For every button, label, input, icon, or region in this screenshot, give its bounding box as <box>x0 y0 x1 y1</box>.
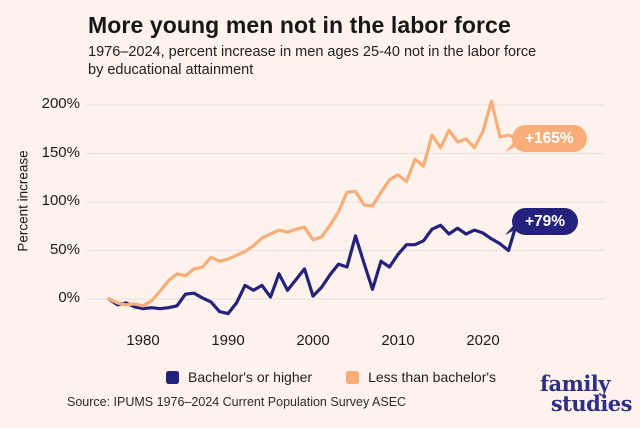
chart-title: More young men not in the labor force <box>88 12 511 38</box>
y-tick-label: 150% <box>41 143 80 161</box>
y-tick-label: 50% <box>49 240 80 258</box>
chart-subtitle: 1976–2024, percent increase in men ages … <box>88 43 536 79</box>
series-line-less-than-bachelor-s <box>107 99 519 308</box>
series-line-bachelor-s-or-higher <box>107 220 519 316</box>
family-studies-logo: family studies <box>539 371 633 416</box>
y-tick-label: 0% <box>58 289 80 306</box>
y-tick-label: 200% <box>41 95 80 112</box>
y-tick-label: 100% <box>41 192 80 209</box>
legend-label-less-than-bachelors: Less than bachelor's <box>368 369 497 385</box>
logo-word-studies: studies <box>550 390 633 416</box>
less-than-bachelors-value-label: +165% <box>512 125 587 152</box>
x-tick-label: 1980 <box>126 332 160 349</box>
legend: Bachelor's or higher Less than bachelor'… <box>166 369 496 385</box>
legend-item-bachelors: Bachelor's or higher <box>166 369 312 385</box>
bachelors-value-label: +79% <box>512 208 579 235</box>
x-tick-label: 2000 <box>296 332 330 349</box>
x-tick-label: 2010 <box>381 332 415 349</box>
legend-item-less-than-bachelors: Less than bachelor's <box>346 369 496 385</box>
chart-subtitle-line1: 1976–2024, percent increase in men ages … <box>88 44 537 60</box>
logo-word-family: family <box>539 371 611 396</box>
less-than-bachelors-swatch-icon <box>346 370 360 384</box>
legend-label-bachelors: Bachelor's or higher <box>188 369 313 385</box>
source-note: Source: IPUMS 1976–2024 Current Populati… <box>67 395 407 409</box>
x-tick-label: 1990 <box>211 332 245 349</box>
x-tick-label: 2020 <box>466 332 500 349</box>
chart-subtitle-line2: by educational attainment <box>88 62 254 78</box>
bachelors-swatch-icon <box>166 370 179 384</box>
